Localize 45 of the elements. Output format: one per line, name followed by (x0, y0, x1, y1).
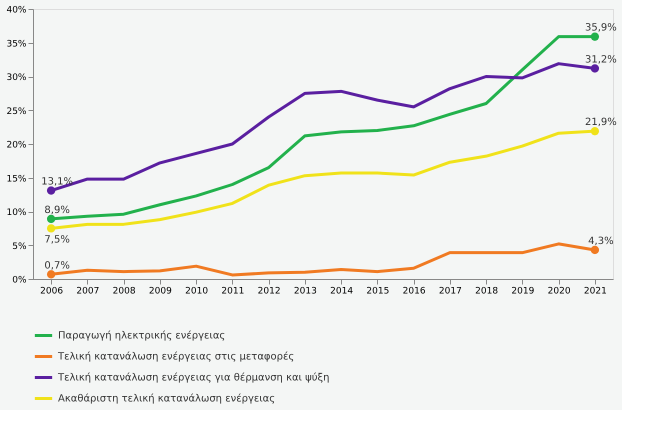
point (46, 270, 56, 278)
y-tick-label: 5% (12, 242, 27, 252)
data-label: 8,9% (44, 204, 70, 216)
legend-label: Τελική κατανάλωση ενέργειας στις μεταφορές (57, 352, 294, 362)
x-tick-label: 2013 (294, 286, 317, 296)
x-tick-label: 2009 (148, 286, 172, 296)
x-tick-label: 2017 (438, 286, 462, 296)
y-tick-label: 15% (6, 174, 27, 184)
y-tick-label: 30% (6, 73, 27, 83)
point (46, 214, 56, 224)
y-tick-label: 20% (6, 140, 27, 150)
x-tick-label: 2021 (584, 286, 607, 296)
point (590, 64, 600, 73)
data-label: 13,1% (41, 176, 74, 188)
point (590, 246, 600, 254)
y-tick-label: 0% (12, 276, 27, 286)
x-tick-label: 2020 (548, 286, 571, 296)
data-label: 0,7% (44, 260, 70, 272)
x-tick-label: 2019 (511, 286, 535, 296)
legend-label: Ακαθάριστη τελική κατανάλωση ενέργειας (58, 394, 276, 404)
x-tick-label: 2012 (258, 286, 281, 296)
data-label: 35,9% (584, 22, 617, 34)
legend-label: Παραγωγή ηλεκτρικής ενέργειας (58, 330, 226, 342)
x-tick-label: 2016 (402, 286, 426, 296)
x-tick-label: 2006 (40, 286, 64, 296)
point (46, 224, 56, 233)
data-label: 21,9% (584, 117, 617, 128)
point (46, 186, 56, 195)
x-tick-label: 2007 (76, 286, 100, 296)
point (590, 32, 600, 41)
y-tick-label: 35% (6, 39, 27, 50)
y-tick-label: 40% (6, 6, 27, 16)
point (590, 127, 600, 136)
x-tick-label: 2018 (475, 286, 498, 296)
legend-label: Τελική κατανάλωση ενέργειας για θέρμανση και ψύξη (57, 372, 330, 384)
x-tick-label: 2014 (330, 286, 354, 296)
data-label: 31,2% (584, 54, 617, 66)
y-tick-label: 25% (6, 106, 27, 117)
x-tick-label: 2015 (366, 286, 390, 296)
x-tick-label: 2008 (112, 286, 136, 296)
data-label: 4,3% (588, 236, 614, 247)
y-tick-label: 10% (6, 208, 27, 218)
data-label: 7,5% (44, 234, 70, 246)
x-tick-label: 2010 (185, 286, 208, 296)
x-tick-label: 2011 (221, 286, 244, 296)
